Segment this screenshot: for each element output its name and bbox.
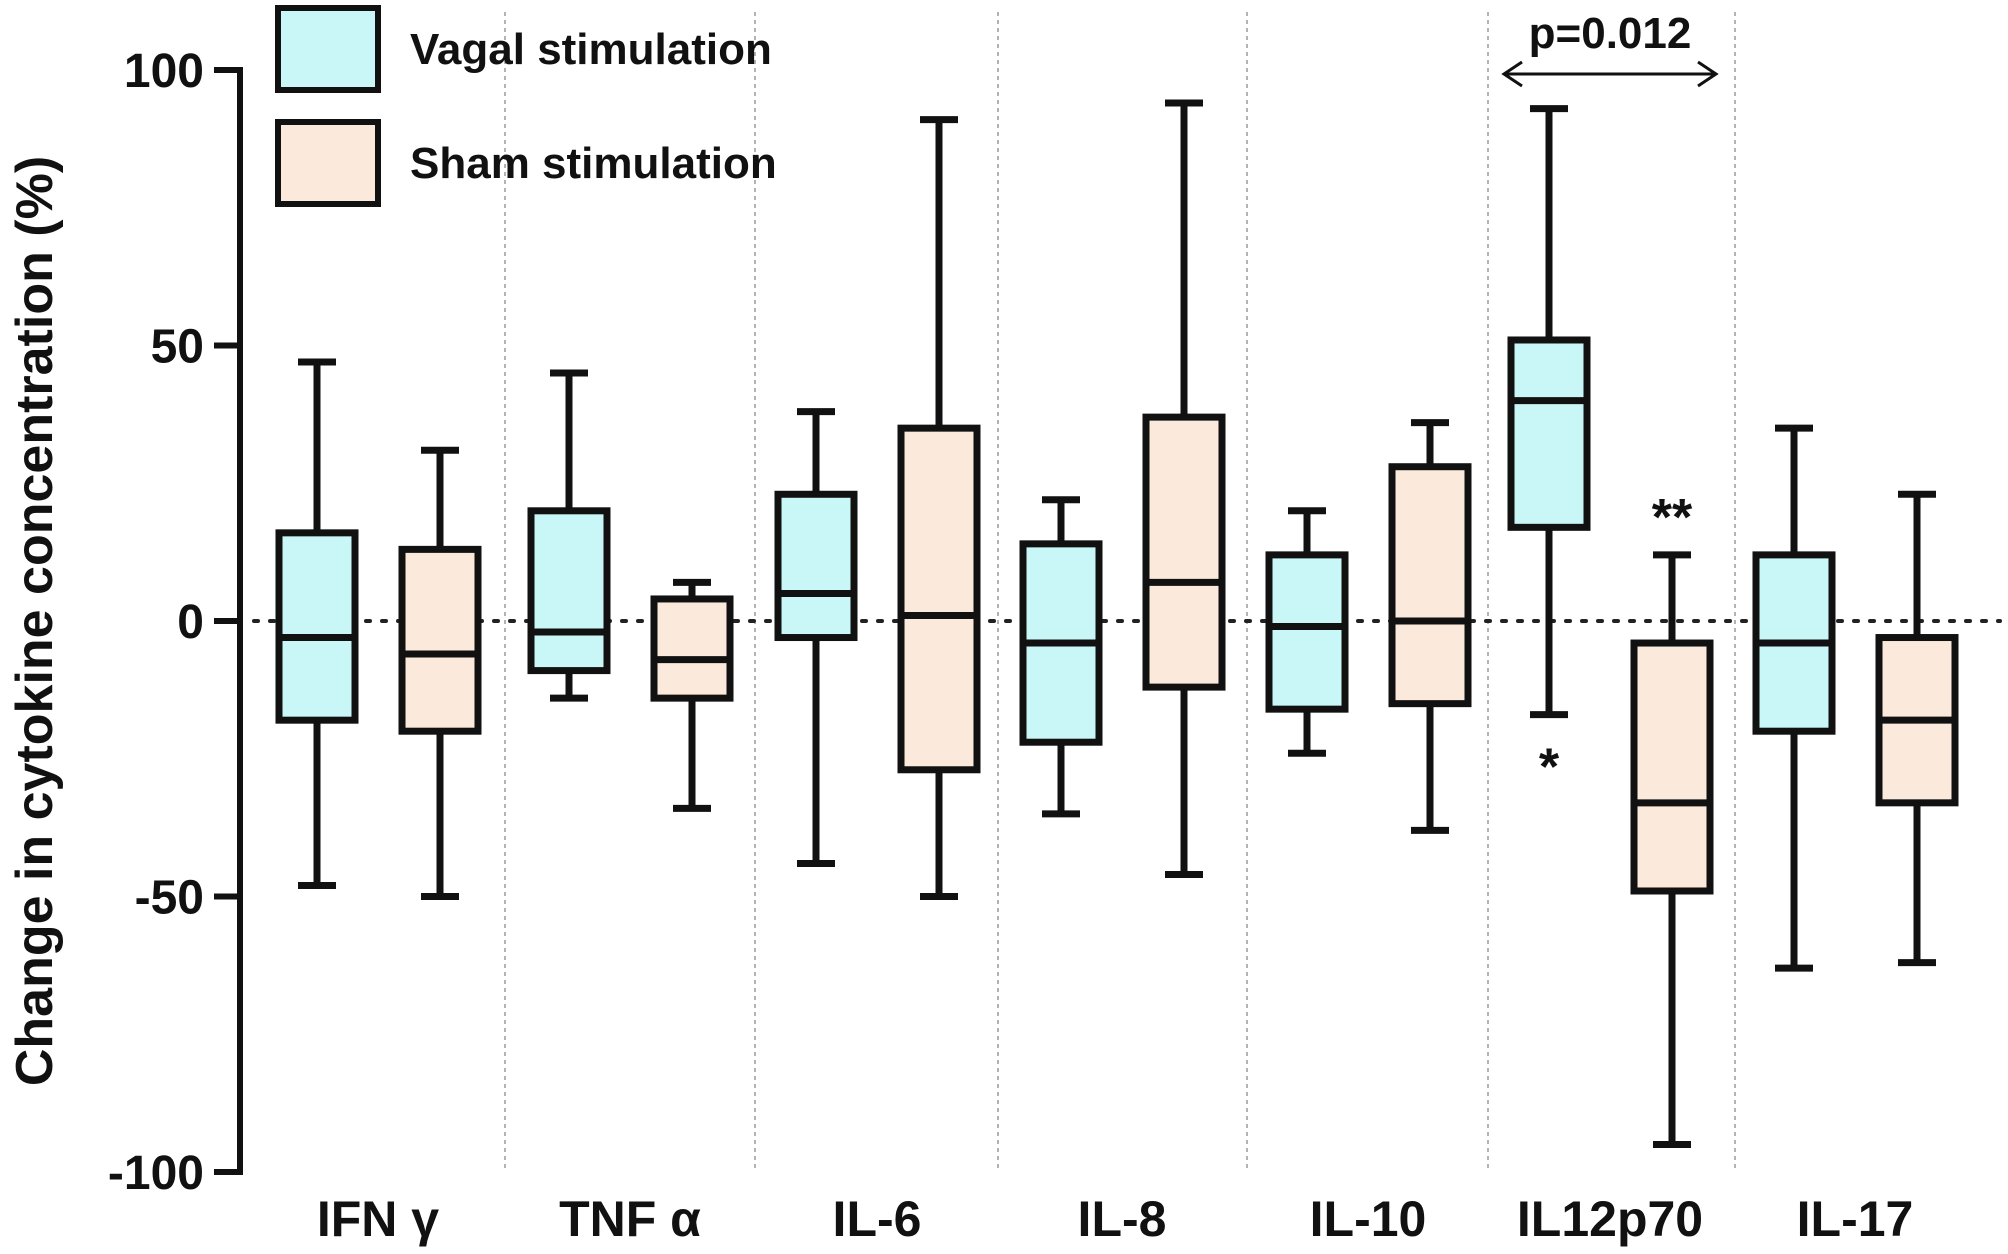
legend-item: Sham stimulation [275,119,777,207]
box-iqr [650,595,734,702]
y-tick-label: 100 [124,45,204,98]
box-iqr [1388,463,1472,708]
category-label: IL-8 [1078,1191,1167,1247]
category-label: IL-17 [1797,1191,1914,1247]
significance-marker: * [1539,739,1560,797]
legend-item: Vagal stimulation [275,5,772,93]
p-value-label: p=0.012 [1529,9,1692,58]
box-iqr [1507,336,1591,531]
box-iqr [1142,413,1226,691]
y-tick-label: 0 [177,596,204,649]
box-iqr [774,490,858,642]
legend-swatch [275,119,381,207]
box-plot-sham [398,446,482,900]
legend-swatch [275,5,381,93]
legend: Vagal stimulation Sham stimulation [275,5,777,207]
category-label: IL-6 [833,1191,922,1247]
y-tick-label: -50 [135,872,204,925]
box-iqr [1265,551,1349,713]
category-separators [504,12,1736,1172]
box-plot-vagal [275,358,359,889]
category-label: TNF α [559,1191,701,1247]
box-iqr [897,424,981,774]
box-iqr [398,545,482,735]
significance-marker: ** [1652,489,1693,547]
box-plot-sham [1142,99,1226,878]
box-plot-sham [650,578,734,812]
legend-label: Vagal stimulation [410,25,772,74]
category-label: IL12p70 [1517,1191,1703,1247]
y-tick-label: 50 [151,321,204,374]
box-plot-vagal [774,408,858,867]
category-labels: IFN γ TNF α IL-6 IL-8 IL-10 IL12p70 IL-17 [317,1191,1913,1247]
p-value-arrowhead-left [1501,60,1523,88]
box-plot-vagal [527,369,611,702]
box-plot-vagal [1019,496,1103,818]
box-iqr [1630,639,1714,895]
box-plot-sham [1388,419,1472,834]
y-axis-title-group: Change in cytokine concentration (%) [6,156,64,1086]
box-plot-vagal [1507,105,1591,719]
box-iqr [275,529,359,724]
category-label: IFN γ [317,1191,439,1247]
y-axis-title: Change in cytokine concentration (%) [6,156,64,1086]
box-plot-vagal [1265,507,1349,757]
p-value-arrowhead-right [1697,60,1719,88]
box-plots [275,99,1959,1148]
y-axis: 100 50 0 -50 -100 [108,45,243,1200]
y-tick-label: -100 [108,1147,204,1200]
box-plot-vagal [1752,424,1836,972]
annotations: p=0.012*** [1501,9,1719,797]
category-label: IL-10 [1310,1191,1427,1247]
box-plot-sham [1875,490,1959,967]
legend-label: Sham stimulation [410,139,777,188]
box-iqr [527,507,611,675]
box-plot-sham [1630,551,1714,1148]
box-plot-sham [897,116,981,900]
